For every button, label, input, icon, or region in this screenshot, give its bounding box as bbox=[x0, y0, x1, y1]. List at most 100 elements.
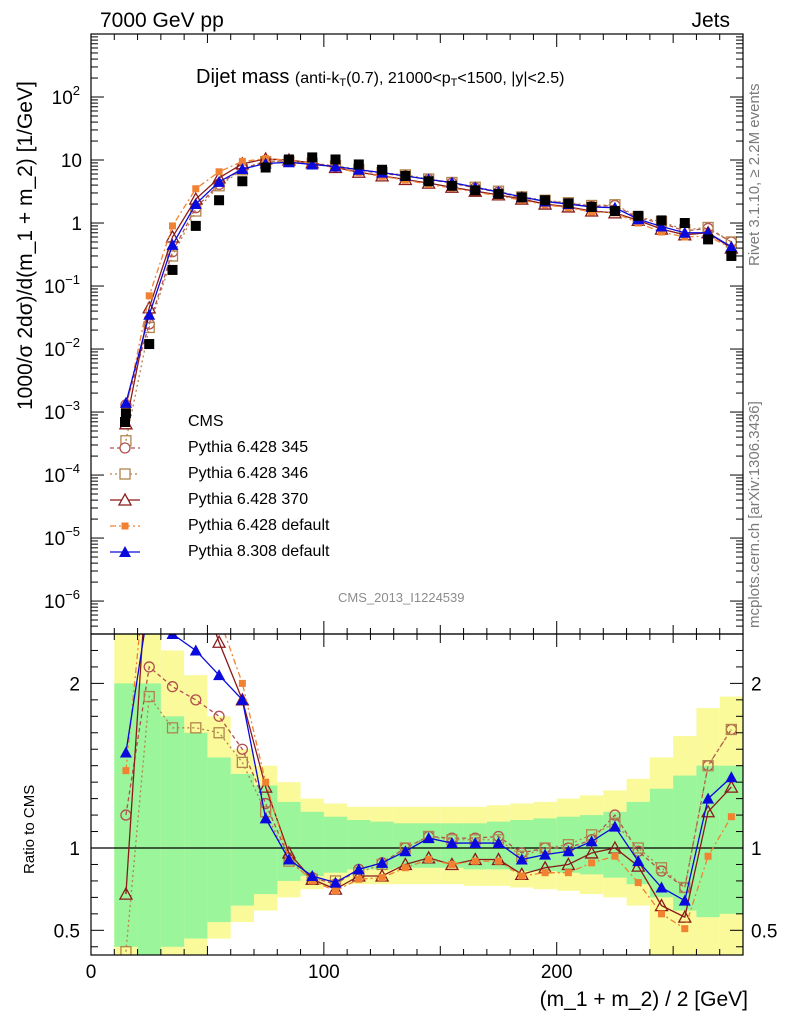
ratio-point bbox=[585, 835, 598, 847]
data-point bbox=[656, 215, 667, 226]
ratio-point bbox=[211, 634, 227, 648]
band-inner-bin bbox=[417, 823, 441, 868]
ratio-point bbox=[632, 855, 645, 867]
data-point bbox=[215, 168, 223, 176]
legend-item: Pythia 8.308 default bbox=[110, 540, 370, 566]
ratio-point bbox=[492, 837, 505, 849]
ratio-point bbox=[355, 875, 363, 883]
band-inner-bin bbox=[137, 683, 161, 955]
ratio-point bbox=[216, 614, 223, 621]
legend-label: Pythia 6.428 345 bbox=[188, 439, 309, 456]
data-point bbox=[214, 195, 225, 206]
band-inner-bin bbox=[603, 811, 627, 878]
ratio-point bbox=[609, 809, 621, 821]
data-point bbox=[120, 408, 131, 419]
legend-label: Pythia 8.308 default bbox=[188, 543, 330, 560]
ratio-point bbox=[445, 837, 458, 849]
data-point bbox=[423, 176, 434, 187]
ratio-point bbox=[611, 852, 619, 860]
series-main-cms bbox=[120, 152, 737, 419]
band-inner-bin bbox=[649, 788, 674, 898]
band-inner-bin bbox=[300, 811, 324, 876]
legend-symbol bbox=[110, 468, 140, 480]
ratio-point bbox=[658, 910, 665, 918]
ratio-point bbox=[425, 856, 433, 864]
ratio-point bbox=[634, 879, 642, 887]
data-point bbox=[446, 180, 457, 191]
x-tick-label: 0 bbox=[86, 962, 97, 983]
legend-symbol bbox=[110, 442, 140, 454]
band-inner-bin bbox=[254, 785, 278, 895]
ratio-point bbox=[422, 832, 435, 844]
y-main-tick-label: 1 bbox=[71, 214, 82, 235]
ratio-point bbox=[704, 852, 712, 860]
ratio-point bbox=[329, 876, 342, 888]
band-inner-bin bbox=[277, 801, 301, 881]
ratio-point bbox=[725, 723, 738, 736]
data-point bbox=[493, 188, 504, 199]
y-main-tick-label: 10−6 bbox=[44, 587, 80, 613]
ratio-point bbox=[262, 778, 270, 786]
data-point bbox=[166, 238, 179, 250]
band-inner-bin bbox=[533, 818, 557, 872]
legend-item: Pythia 6.428 345 bbox=[110, 436, 370, 462]
band-inner-bin bbox=[556, 816, 580, 873]
ratio-point bbox=[655, 881, 668, 893]
ratio-point bbox=[236, 756, 249, 769]
data-point bbox=[144, 339, 155, 350]
series-main-pythia-8-308-default bbox=[119, 156, 738, 408]
data-point bbox=[516, 192, 527, 203]
rivet-version-label: Rivet 3.1.10, ≥ 2.2M events bbox=[746, 83, 763, 267]
y-ratio-tick-label-right: 2 bbox=[751, 674, 762, 695]
legend-symbol bbox=[110, 492, 140, 506]
ratio-point bbox=[143, 690, 155, 703]
data-point bbox=[260, 162, 271, 173]
data-point bbox=[143, 308, 156, 320]
legend-symbol bbox=[110, 546, 140, 557]
ratio-point bbox=[495, 857, 502, 865]
data-point bbox=[655, 220, 668, 232]
ratio-point bbox=[702, 760, 714, 772]
data-point bbox=[236, 163, 249, 175]
data-point bbox=[145, 292, 153, 300]
ratio-point bbox=[238, 679, 246, 687]
ratio-point bbox=[236, 743, 249, 755]
data-point bbox=[678, 226, 691, 238]
ratio-point bbox=[189, 644, 202, 656]
band-inner-bin bbox=[719, 765, 743, 914]
y-main-tick-label: 10−4 bbox=[44, 461, 80, 487]
y-ratio-tick-label: 1 bbox=[69, 839, 80, 860]
series-ratio-pythia-8-308-default bbox=[119, 634, 738, 906]
y-ratio-tick-label: 0.5 bbox=[54, 921, 80, 942]
ratio-point bbox=[678, 894, 691, 906]
data-point bbox=[192, 185, 200, 193]
ratio-point bbox=[332, 887, 339, 895]
analysis-id-label: CMS_2013_I1224539 bbox=[338, 590, 465, 605]
ratio-point bbox=[541, 869, 549, 877]
ratio-point bbox=[118, 886, 134, 900]
ratio-point bbox=[681, 925, 689, 933]
series-main-pythia-6-428-default bbox=[122, 155, 735, 413]
y-ratio-tick-label-right: 0.5 bbox=[751, 921, 777, 942]
ratio-point bbox=[725, 771, 738, 783]
legend-label: CMS bbox=[188, 413, 224, 430]
legend-item: Pythia 6.428 default bbox=[110, 514, 370, 540]
plot-title-main: Dijet mass bbox=[196, 66, 290, 88]
data-point bbox=[679, 218, 690, 229]
data-point bbox=[540, 195, 551, 206]
legend-item: CMS bbox=[110, 410, 370, 436]
ratio-point bbox=[448, 860, 456, 868]
ratio-point bbox=[727, 813, 735, 821]
data-point bbox=[307, 152, 318, 163]
data-point bbox=[586, 201, 597, 212]
data-point bbox=[306, 158, 319, 170]
ratio-point bbox=[376, 856, 389, 868]
data-point bbox=[726, 250, 737, 261]
ratio-point bbox=[213, 669, 226, 681]
ratio-point bbox=[608, 820, 621, 832]
data-point bbox=[329, 160, 342, 172]
series-main-pythia-6-428-345 bbox=[120, 155, 738, 411]
data-point bbox=[377, 164, 388, 175]
header-observable-label: Jets bbox=[691, 9, 730, 32]
y-main-tick-label: 10−1 bbox=[44, 272, 80, 298]
